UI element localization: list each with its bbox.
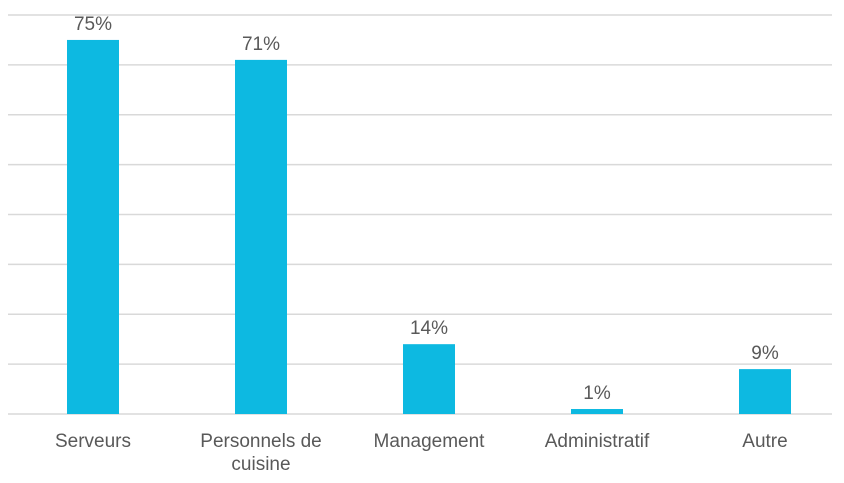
- data-label: 1%: [583, 383, 611, 404]
- x-tick-label: Serveurs: [54, 431, 132, 452]
- data-label: 14%: [410, 318, 448, 339]
- x-tick-label: Personnels de cuisine: [200, 431, 322, 475]
- bar: [67, 39, 119, 414]
- data-label: 75%: [74, 14, 112, 35]
- data-label: 9%: [751, 343, 779, 364]
- x-tick-label: Management: [373, 431, 485, 452]
- x-tick-label: Administratif: [544, 431, 650, 452]
- bar: [739, 369, 791, 414]
- x-tick-label: Autre: [742, 431, 788, 452]
- bar: [571, 409, 623, 414]
- bar: [235, 59, 287, 414]
- bar: [403, 344, 455, 414]
- data-label: 71%: [242, 34, 280, 55]
